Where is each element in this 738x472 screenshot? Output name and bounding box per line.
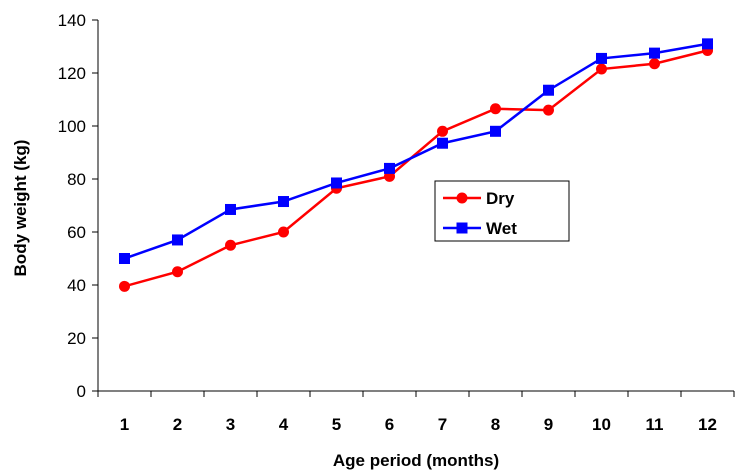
data-point-dry <box>225 239 236 251</box>
y-tick-label: 20 <box>67 329 86 348</box>
x-tick-label: 11 <box>646 415 664 434</box>
x-tick-label: 2 <box>173 415 182 434</box>
series-line-wet <box>124 42 708 260</box>
data-point-wet <box>278 196 289 208</box>
data-point-wet <box>649 47 660 59</box>
data-point-wet <box>437 137 448 149</box>
x-tick-label: 4 <box>279 415 289 434</box>
data-point-wet <box>331 177 342 189</box>
data-point-wet <box>702 38 713 50</box>
series-layer <box>119 38 713 292</box>
data-point-dry <box>278 226 289 238</box>
data-point-wet <box>225 203 236 215</box>
legend: Dry Wet <box>434 180 570 242</box>
legend-label: Dry <box>486 189 515 208</box>
data-point-dry <box>437 125 448 137</box>
data-point-dry <box>543 104 554 116</box>
data-point-wet <box>172 234 183 246</box>
x-tick-label: 7 <box>438 415 447 434</box>
x-tick-label: 9 <box>544 415 553 434</box>
y-tick-label: 40 <box>67 276 86 295</box>
data-point-wet <box>596 52 607 64</box>
y-tick-label: 120 <box>58 64 86 83</box>
y-tick-label: 60 <box>67 223 86 242</box>
data-point-wet <box>490 125 501 137</box>
y-axis: 0 20 40 60 80 100 120 140 <box>58 11 99 401</box>
legend-marker <box>456 192 468 204</box>
x-tick-label: 3 <box>226 415 235 434</box>
x-axis-title: Age period (months) <box>333 451 499 470</box>
y-tick-label: 80 <box>67 170 86 189</box>
y-tick-label: 100 <box>58 117 86 136</box>
y-tick-label: 140 <box>58 11 86 30</box>
data-point-wet <box>543 84 554 96</box>
x-tick-label: 8 <box>491 415 500 434</box>
legend-label: Wet <box>486 219 517 238</box>
y-tick-label: 0 <box>77 382 86 401</box>
data-point-wet <box>119 253 130 264</box>
data-point-dry <box>596 63 607 75</box>
y-axis-title: Body weight (kg) <box>11 140 30 277</box>
data-point-dry <box>649 58 660 70</box>
data-point-dry <box>172 266 183 278</box>
x-tick-label: 10 <box>592 415 611 434</box>
series-line-dry <box>124 49 708 288</box>
data-point-dry <box>119 280 130 292</box>
x-tick-label: 12 <box>698 415 717 434</box>
x-tick-label: 6 <box>385 415 394 434</box>
x-tick-label: 1 <box>120 415 129 434</box>
legend-marker <box>456 222 468 234</box>
data-point-dry <box>490 103 501 115</box>
x-axis: 1 2 3 4 5 6 7 8 9 10 11 12 <box>97 390 735 434</box>
x-tick-label: 5 <box>332 415 341 434</box>
data-point-wet <box>384 162 395 174</box>
